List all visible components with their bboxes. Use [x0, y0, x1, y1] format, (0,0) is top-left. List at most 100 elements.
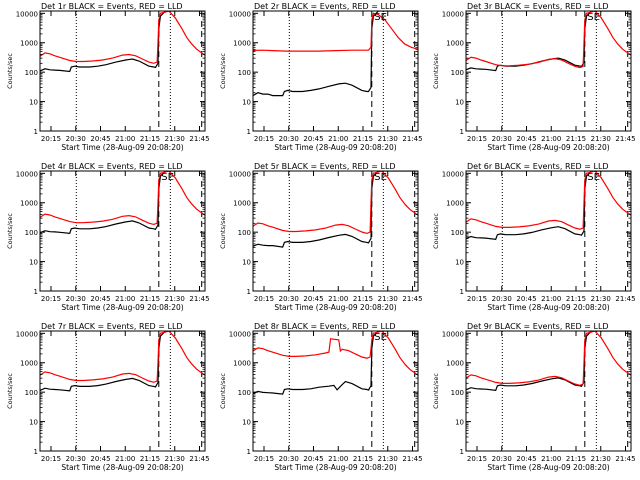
x-axis-label: Start Time (28-Aug-09 20:08:20) [61, 303, 183, 312]
panel-title: Det 6r BLACK = Events, RED = LLD [467, 162, 609, 171]
x-tick-label: 20:30 [492, 135, 512, 143]
y-tick-label: 10 [455, 99, 464, 107]
x-tick-label: 20:45 [90, 455, 110, 463]
x-tick-label: 20:15 [41, 295, 61, 303]
x-tick-label: 21:30 [378, 455, 398, 463]
y-tick-label: 1000 [20, 40, 38, 48]
x-tick-label: 21:30 [165, 295, 185, 303]
y-axis-label: Counts/sec [219, 373, 227, 409]
y-tick-label: 1 [460, 128, 464, 136]
x-tick-label: 21:45 [189, 135, 209, 143]
y-axis-label: Counts/sec [6, 373, 14, 409]
x-tick-label: 20:30 [279, 135, 299, 143]
lld-series-line [253, 12, 418, 52]
se-annotation: SE [374, 332, 387, 343]
y-tick-label: 1 [247, 448, 251, 456]
x-tick-label: 21:00 [541, 455, 561, 463]
x-tick-label: 21:15 [566, 455, 586, 463]
y-tick-label: 1000 [20, 360, 38, 368]
y-tick-label: 1000 [233, 200, 251, 208]
y-tick-label: 100 [25, 389, 38, 397]
y-tick-label: 100 [451, 389, 464, 397]
x-tick-label: 20:30 [492, 455, 512, 463]
y-tick-label: 10 [29, 259, 38, 267]
se-annotation: SE [587, 172, 600, 183]
x-tick-label: 21:45 [189, 295, 209, 303]
plot-frame [39, 170, 206, 292]
lld-series-line [466, 171, 631, 230]
y-tick-label: 1 [34, 128, 38, 136]
x-tick-label: 21:00 [115, 135, 135, 143]
y-axis-label: Counts/sec [6, 213, 14, 249]
se-annotation: SE [374, 12, 387, 23]
detector-panel: Det 1r BLACK = Events, RED = LLD 1 10 100 10… [6, 2, 210, 152]
x-tick-label: 21:15 [566, 295, 586, 303]
plot-frame [252, 170, 419, 292]
events-series-line [40, 171, 205, 235]
x-axis-label: Start Time (28-Aug-09 20:08:20) [274, 143, 396, 152]
events-series-line [466, 11, 631, 72]
x-tick-label: 21:15 [353, 295, 373, 303]
x-tick-label: 20:30 [279, 295, 299, 303]
y-tick-label: 10000 [229, 170, 251, 178]
x-tick-label: 21:30 [165, 455, 185, 463]
x-tick-label: 20:15 [467, 135, 487, 143]
lld-series-line [40, 331, 205, 383]
x-axis-label: Start Time (28-Aug-09 20:08:20) [487, 143, 609, 152]
x-axis-label: Start Time (28-Aug-09 20:08:20) [61, 143, 183, 152]
x-tick-label: 21:00 [541, 295, 561, 303]
y-tick-label: 100 [238, 69, 251, 77]
x-axis-label: Start Time (28-Aug-09 20:08:20) [274, 303, 396, 312]
x-tick-label: 20:15 [41, 455, 61, 463]
x-tick-label: 21:00 [328, 295, 348, 303]
events-series-line [40, 11, 205, 73]
events-series-line [253, 331, 418, 395]
y-tick-label: 100 [451, 229, 464, 237]
x-axis-label: Start Time (28-Aug-09 20:08:20) [61, 463, 183, 472]
x-tick-label: 21:15 [353, 135, 373, 143]
y-tick-label: 10 [455, 419, 464, 427]
y-tick-label: 1 [34, 448, 38, 456]
panel-title: Det 5r BLACK = Events, RED = LLD [254, 162, 396, 171]
y-tick-label: 10 [29, 99, 38, 107]
detector-panel: Det 9r BLACK = Events, RED = LLD 1 10 100 10… [432, 322, 636, 472]
y-tick-label: 10 [29, 419, 38, 427]
y-axis-label: Counts/sec [219, 213, 227, 249]
x-tick-label: 21:45 [402, 295, 422, 303]
y-tick-label: 1 [460, 448, 464, 456]
se-annotation: SE [374, 172, 387, 183]
y-tick-label: 10000 [16, 330, 38, 338]
x-tick-label: 20:30 [279, 455, 299, 463]
y-axis-label: Counts/sec [432, 213, 440, 249]
y-tick-label: 100 [25, 69, 38, 77]
lld-series-line [40, 11, 205, 64]
events-series-line [40, 331, 205, 392]
x-tick-label: 21:45 [402, 135, 422, 143]
lld-series-line [253, 171, 418, 235]
x-tick-label: 21:45 [615, 295, 635, 303]
plot-frame [39, 10, 206, 132]
x-tick-label: 20:45 [516, 295, 536, 303]
x-axis-label: Start Time (28-Aug-09 20:08:20) [274, 463, 396, 472]
x-tick-label: 21:45 [615, 135, 635, 143]
x-tick-label: 21:00 [541, 135, 561, 143]
x-tick-label: 20:15 [254, 455, 274, 463]
x-tick-label: 21:30 [378, 295, 398, 303]
y-tick-label: 1000 [446, 40, 464, 48]
x-tick-label: 20:45 [303, 135, 323, 143]
y-tick-label: 10000 [16, 170, 38, 178]
events-series-line [253, 11, 418, 97]
plot-frame [465, 10, 632, 132]
events-series-line [466, 171, 631, 240]
y-tick-label: 100 [238, 389, 251, 397]
x-tick-label: 20:45 [516, 455, 536, 463]
x-tick-label: 20:45 [303, 455, 323, 463]
x-tick-label: 20:45 [90, 135, 110, 143]
detector-panel: Det 7r BLACK = Events, RED = LLD 1 10 100 10… [6, 322, 210, 472]
plot-frame [465, 330, 632, 452]
x-tick-label: 20:30 [492, 295, 512, 303]
